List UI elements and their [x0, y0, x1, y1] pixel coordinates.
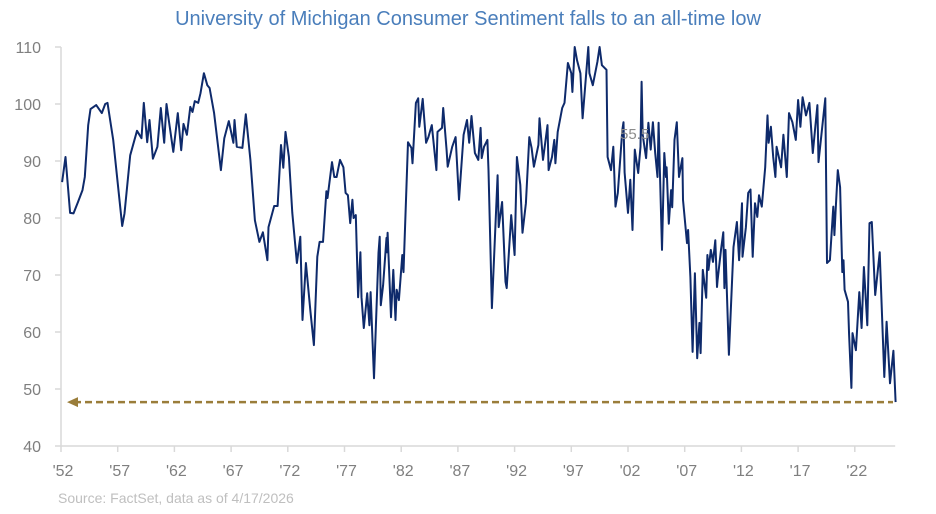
y-tick-label: 60 — [23, 325, 41, 342]
source-note: Source: FactSet, data as of 4/17/2026 — [58, 490, 294, 506]
x-tick-label: '77 — [336, 463, 357, 480]
x-tick-label: '17 — [790, 463, 811, 480]
x-tick-label: '07 — [676, 463, 697, 480]
series-line — [61, 46, 897, 403]
x-tick-label: '62 — [166, 463, 187, 480]
x-tick-label: '92 — [506, 463, 527, 480]
y-tick-label: 40 — [23, 439, 41, 456]
y-tick-label: 70 — [23, 268, 41, 285]
x-tick-label: '22 — [846, 463, 867, 480]
y-tick-label: 90 — [23, 154, 41, 171]
arrow-left-icon — [67, 397, 78, 408]
x-tick-label: '82 — [393, 463, 414, 480]
x-tick-label: '87 — [449, 463, 470, 480]
x-tick-label: '57 — [109, 463, 130, 480]
y-tick-label: 100 — [14, 97, 41, 114]
y-tick-label: 80 — [23, 211, 41, 228]
reference-line-group — [67, 397, 893, 408]
x-tick-label: '67 — [223, 463, 244, 480]
annotation-label: 55.5 — [620, 126, 649, 143]
axes: 40 50 60 70 80 90 100 110 '52 '57 '62 '67 '72 '77 '82 '… — [14, 40, 896, 480]
x-tick-label: '72 — [279, 463, 300, 480]
chart-title: University of Michigan Consumer Sentimen… — [175, 8, 761, 30]
x-tick-label: '52 — [53, 463, 74, 480]
y-tick-label: 110 — [15, 40, 41, 57]
x-tick-label: '12 — [733, 463, 754, 480]
x-tick-label: '97 — [563, 463, 584, 480]
y-tick-label: 50 — [23, 382, 41, 399]
x-tick-label: '02 — [620, 463, 641, 480]
